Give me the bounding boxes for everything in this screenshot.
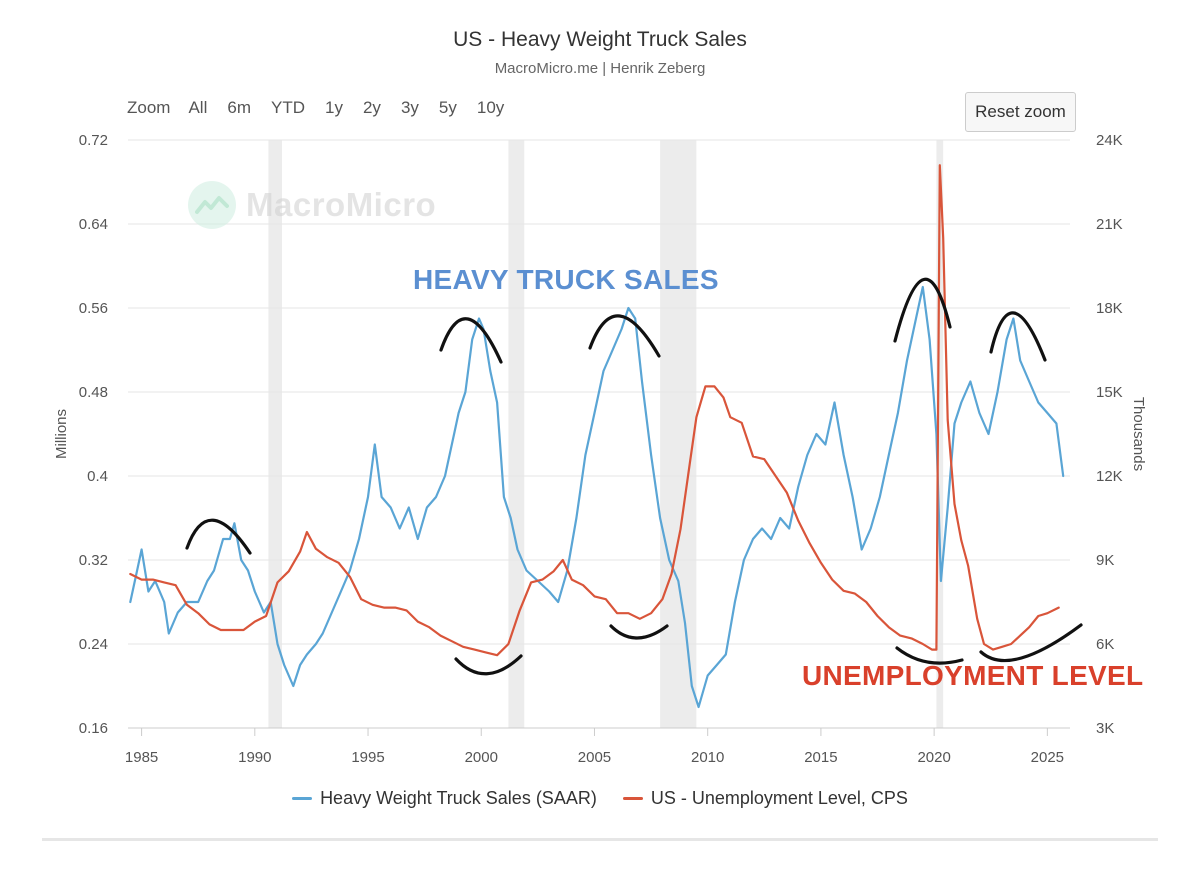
legend-item-truck-sales[interactable]: Heavy Weight Truck Sales (SAAR) [292, 788, 597, 809]
y-right-tick-label: 21K [1096, 216, 1123, 233]
reset-zoom-button[interactable]: Reset zoom [965, 92, 1076, 132]
truck-sales-line[interactable] [129, 285, 1065, 709]
x-tick-label: 2000 [465, 749, 498, 766]
y-right-tick-label: 24K [1096, 132, 1123, 149]
range-button-2y[interactable]: 2y [362, 98, 381, 117]
range-button-10y[interactable]: 10y [476, 98, 505, 117]
y-left-tick-label: 0.16 [79, 720, 108, 737]
bottom-divider [42, 838, 1158, 841]
chart-subtitle: MacroMicro.me | Henrik Zeberg [494, 60, 706, 77]
y-left-tick-label: 0.72 [79, 132, 108, 149]
y-right-tick-label: 9K [1096, 552, 1114, 569]
chart-legend: Heavy Weight Truck Sales (SAAR) US - Une… [0, 788, 1200, 809]
y-left-tick-label: 0.4 [87, 468, 108, 485]
range-button-6m[interactable]: 6m [227, 98, 251, 117]
range-button-ytd[interactable]: YTD [271, 98, 305, 117]
range-selector-label: Zoom [127, 98, 171, 117]
x-tick-label: 2015 [804, 749, 837, 766]
hand-drawn-arcs [185, 277, 1083, 676]
y-right-tick-label: 3K [1096, 720, 1114, 737]
hand-drawn-arc-4 [989, 311, 1047, 362]
hand-drawn-arc-3 [893, 277, 952, 343]
y-left-tick-label: 0.32 [79, 552, 108, 569]
hand-drawn-arc-0 [185, 518, 252, 555]
y-left-tick-label: 0.56 [79, 300, 108, 317]
legend-item-unemployment[interactable]: US - Unemployment Level, CPS [622, 788, 908, 809]
y-left-tick-label: 0.64 [79, 216, 108, 233]
x-tick-label: 2010 [691, 749, 724, 766]
x-tick-label: 2020 [917, 749, 950, 766]
range-button-1y[interactable]: 1y [325, 98, 343, 117]
x-tick-label: 1995 [351, 749, 384, 766]
annotation-heavy-truck-sales: HEAVY TRUCK SALES [413, 264, 719, 295]
hand-drawn-arc-6 [609, 624, 669, 640]
legend-swatch-truck-sales [292, 797, 313, 800]
y-left-tick-label: 0.48 [79, 384, 108, 401]
range-button-3y[interactable]: 3y [400, 98, 419, 117]
range-selector: Zoom All 6m YTD 1y 2y 3y 5y 10y [120, 97, 514, 121]
range-button-all[interactable]: All [188, 98, 208, 117]
y-left-axis-title: Millions [53, 409, 70, 459]
hand-drawn-arc-1 [439, 317, 503, 364]
recession-band-3 [936, 140, 944, 728]
y-left-tick-label: 0.24 [79, 636, 108, 653]
y-right-tick-label: 18K [1096, 300, 1123, 317]
range-button-5y[interactable]: 5y [438, 98, 457, 117]
unemployment-line[interactable] [129, 164, 1060, 657]
hand-drawn-arc-8 [979, 623, 1083, 663]
chart-title: US - Heavy Weight Truck Sales [453, 28, 747, 51]
recession-band-2 [660, 140, 697, 728]
annotation-unemployment-level: UNEMPLOYMENT LEVEL [802, 660, 1144, 691]
macromicro-logo-icon [188, 181, 236, 229]
grid-lines [128, 139, 1070, 729]
watermark: MacroMicro [188, 180, 436, 230]
y-right-axis-title: Thousands [1130, 397, 1147, 471]
x-tick-label: 2005 [578, 749, 611, 766]
legend-label-unemployment: US - Unemployment Level, CPS [650, 788, 908, 808]
x-tick-label: 1990 [238, 749, 271, 766]
x-tick-label: 2025 [1031, 749, 1064, 766]
axes: 0.16 3K 0.24 6K 0.32 9K 0.4 12K 0.48 15K 0.56 18K 0.… [53, 132, 1147, 766]
y-right-tick-label: 12K [1096, 468, 1123, 485]
legend-swatch-unemployment [622, 797, 643, 800]
hand-drawn-arc-7 [895, 646, 964, 665]
hand-drawn-arc-5 [454, 654, 523, 676]
recession-band-1 [508, 140, 525, 728]
y-right-tick-label: 15K [1096, 384, 1123, 401]
hand-drawn-arc-2 [588, 314, 661, 358]
y-right-tick-label: 6K [1096, 636, 1114, 653]
series-lines [129, 164, 1065, 709]
legend-label-truck-sales: Heavy Weight Truck Sales (SAAR) [320, 788, 597, 808]
recession-bands [268, 140, 944, 728]
x-tick-label: 1985 [125, 749, 158, 766]
watermark-text: MacroMicro [246, 186, 437, 223]
